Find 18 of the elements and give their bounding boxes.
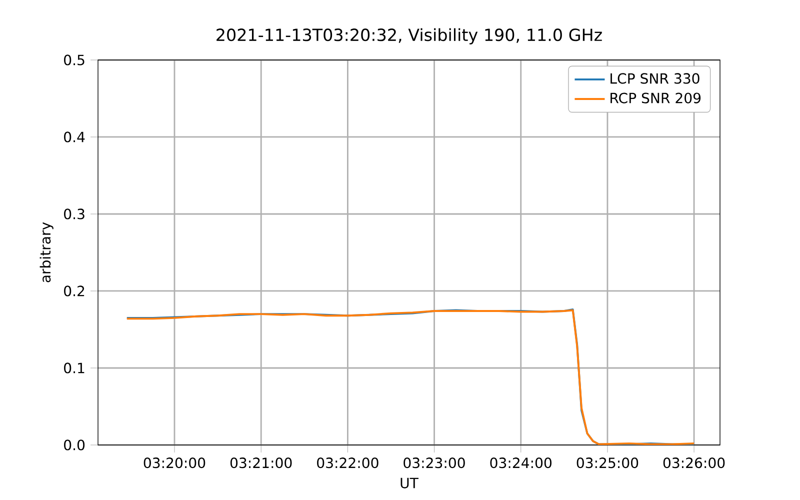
y-tick-label: 0.3 <box>64 208 84 220</box>
y-tick-label: 0.4 <box>64 132 85 142</box>
y-tick-label: 0.2 <box>64 286 84 296</box>
y-tick-label: 0.0 <box>64 440 85 450</box>
legend-label: RCP SNR 209 <box>610 92 701 104</box>
legend-label: LCP SNR 330 <box>610 73 700 84</box>
chart-title: 2021-11-13T03:20:32, Visibility 190, 11.0 GHz <box>216 28 602 44</box>
x-tick-label: 03:26:00 <box>663 458 725 468</box>
x-tick-label: 03:23:00 <box>404 458 465 468</box>
x-tick-label: 03:24:00 <box>490 458 552 468</box>
x-axis-title: UT <box>400 478 418 488</box>
x-tick-label: 03:21:00 <box>230 458 292 468</box>
x-tick-label: 03:25:00 <box>576 458 638 468</box>
x-tick-label: 03:20:00 <box>144 458 206 468</box>
y-tick-label: 0.5 <box>64 54 84 66</box>
x-tick-label: 03:22:00 <box>317 458 378 468</box>
y-tick-label: 0.1 <box>64 362 84 374</box>
y-axis-title: arbitrary <box>40 222 54 282</box>
